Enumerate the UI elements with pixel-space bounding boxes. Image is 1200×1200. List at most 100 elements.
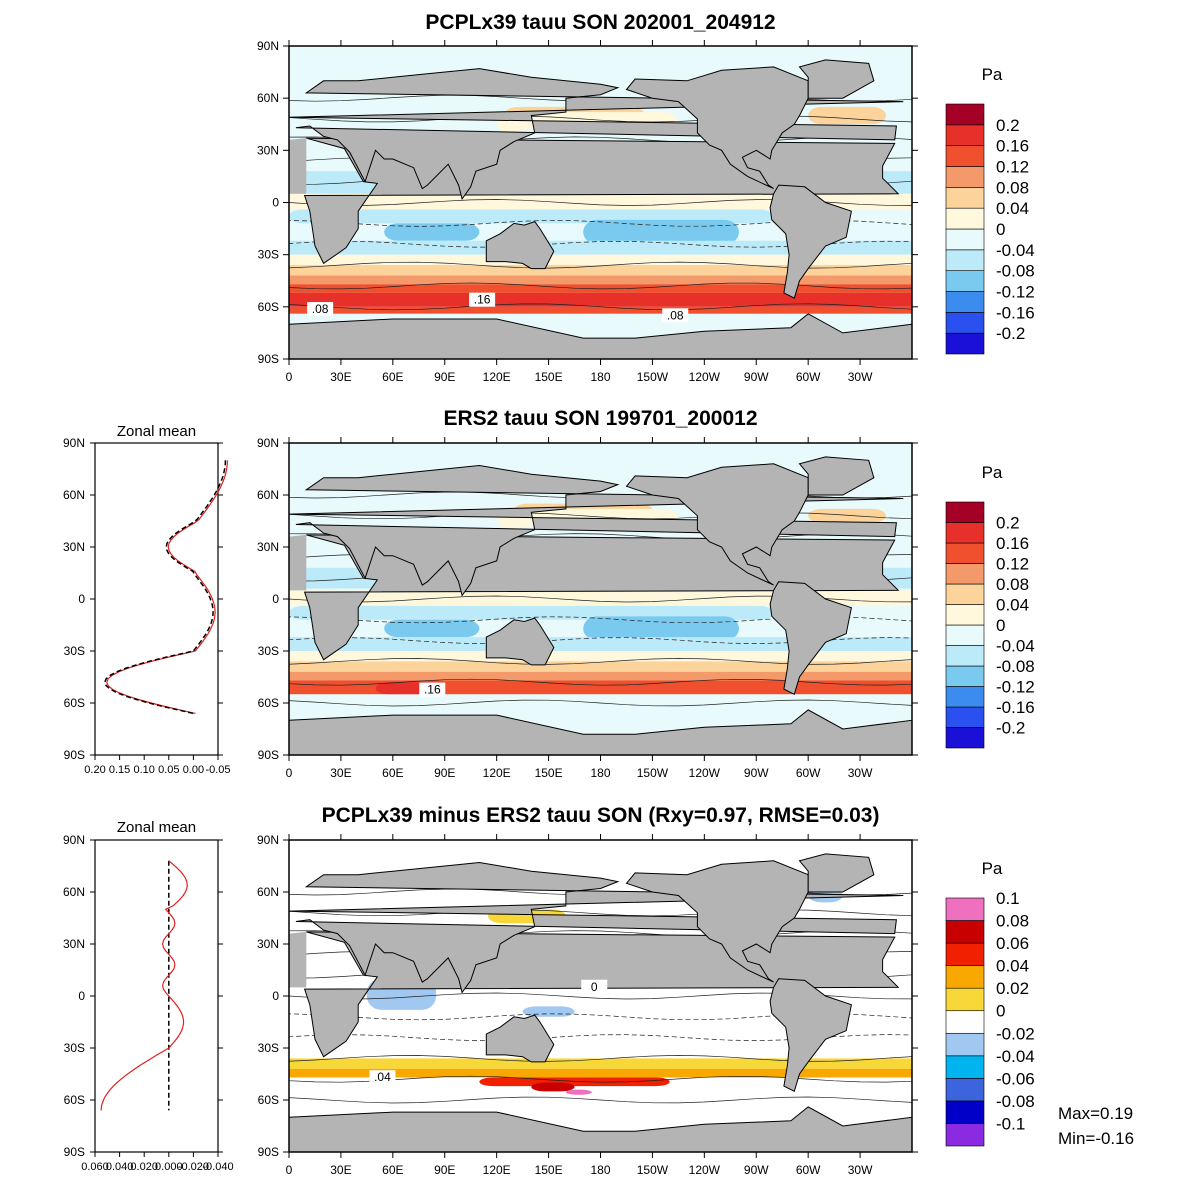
- lon-tick-label: 60E: [382, 766, 403, 780]
- colorbar-label: 0: [996, 616, 1005, 635]
- contour-label: .16: [424, 683, 441, 697]
- panel-title: PCPLx39 tauu SON 202001_204912: [425, 11, 775, 34]
- lon-tick-label: 30E: [330, 1163, 351, 1177]
- colorbar-label: -0.04: [996, 241, 1035, 260]
- contour-label: 0: [591, 980, 598, 994]
- lon-tick-label: 90W: [744, 766, 769, 780]
- colorbar-label: -0.04: [996, 637, 1035, 656]
- lon-tick-label: 30E: [330, 370, 351, 384]
- lon-tick-label: 120W: [689, 1163, 721, 1177]
- colorbar-label: -0.08: [996, 262, 1035, 281]
- lat-tick-label: 60S: [258, 1093, 279, 1107]
- greenland-landmass: [798, 59, 875, 99]
- lon-tick-label: 150W: [637, 370, 669, 384]
- zonal-lat-label: 60N: [63, 885, 85, 899]
- colorbar-label: 0.12: [996, 158, 1029, 177]
- field-band: [289, 275, 912, 285]
- zonal-x-label: 0.040: [106, 1161, 134, 1173]
- contour-label: .08: [667, 308, 684, 322]
- colorbar-swatch: [945, 249, 985, 271]
- colorbar: -0.2 -0.16-0.12 -0.08 -0.04 0 0.04 0.080.12 0.1…: [945, 65, 1035, 355]
- lon-tick-label: 30W: [848, 766, 873, 780]
- field-band: [289, 306, 912, 314]
- colorbar-swatch: [945, 920, 985, 944]
- sAmerica-landmass: [769, 184, 852, 299]
- colorbar-swatch: [945, 987, 985, 1012]
- contour-label-box: [662, 308, 689, 323]
- contour-label-box: [469, 292, 496, 307]
- contour-label: .16: [474, 293, 491, 307]
- field-band: [289, 637, 912, 651]
- zonal-x-label: 0.000: [155, 1161, 183, 1173]
- lon-tick-label: 180: [590, 766, 610, 780]
- contour-line: [288, 115, 913, 123]
- field-band: [808, 106, 887, 125]
- colorbar-swatch: [945, 1078, 985, 1102]
- map-panel-3: PCPLx39 minus ERS2 tauu SON (Rxy=0.97, R…: [257, 804, 1035, 1177]
- colorbar-swatch: [945, 166, 985, 188]
- lon-tick-label: 60W: [796, 370, 821, 384]
- sAmerica-landmass: [769, 581, 852, 696]
- colorbar-swatch: [945, 1055, 985, 1079]
- colorbar-label: 0.2: [996, 116, 1020, 135]
- colorbar-swatch: [945, 332, 985, 355]
- zonal-x-label: -0.05: [205, 764, 230, 776]
- field-band: [583, 616, 739, 641]
- colorbar-label: 0.02: [996, 979, 1029, 998]
- zonal-lat-label: 30S: [64, 644, 85, 658]
- colorbar-label: -0.16: [996, 698, 1035, 717]
- colorbar-swatch: [945, 1100, 985, 1124]
- field-band: [289, 651, 912, 662]
- lon-tick-label: 60W: [796, 1163, 821, 1177]
- field-band: [289, 254, 912, 266]
- lat-tick-label: 0: [272, 989, 279, 1003]
- colorbar-label: -0.04: [996, 1047, 1035, 1066]
- colorbar-label: 0.16: [996, 137, 1029, 156]
- field-band: [289, 265, 912, 276]
- zonal-lat-label: 60N: [63, 488, 85, 502]
- unit-label: Pa: [982, 859, 1003, 878]
- lon-tick-label: 60E: [382, 370, 403, 384]
- africa-west-landmass: [289, 931, 307, 988]
- contour-line: [288, 512, 913, 520]
- lon-tick-label: 150W: [637, 1163, 669, 1177]
- lat-tick-label: 30S: [258, 644, 279, 658]
- colorbar-swatch: [945, 270, 985, 292]
- lon-tick-label: 120E: [483, 766, 511, 780]
- australia-landmass: [485, 617, 555, 666]
- field-band: [289, 661, 912, 672]
- colorbar-swatch: [945, 1010, 985, 1034]
- zonal-lat-label: 0: [78, 989, 85, 1003]
- lat-tick-label: 30S: [258, 248, 279, 262]
- zonal-lat-label: 90N: [63, 833, 85, 847]
- field-band: [479, 1077, 670, 1087]
- lat-tick-label: 60S: [258, 696, 279, 710]
- zonal-x-label: 0.10: [133, 764, 154, 776]
- lon-tick-label: 180: [590, 1163, 610, 1177]
- colorbar-label: -0.02: [996, 1024, 1035, 1043]
- colorbar-label: 0.08: [996, 912, 1029, 931]
- zonal-title: Zonal mean: [117, 819, 196, 836]
- field-band: [289, 590, 912, 606]
- field-band: [522, 1006, 575, 1017]
- colorbar-swatch: [945, 686, 985, 708]
- unit-label: Pa: [982, 463, 1003, 482]
- zonal-lat-label: 30N: [63, 540, 85, 554]
- lat-tick-label: 90N: [257, 39, 279, 53]
- zonal-x-label: 0.060: [81, 1161, 109, 1173]
- field-band: [583, 219, 739, 245]
- lat-tick-label: 30N: [257, 143, 279, 157]
- colorbar-label: -0.2: [996, 324, 1025, 343]
- colorbar-swatch: [945, 145, 985, 167]
- contour-label-box: [307, 302, 334, 317]
- colorbar-label: 0.16: [996, 534, 1029, 553]
- zonal-frame: [94, 839, 219, 1153]
- africa-west-landmass: [289, 534, 307, 591]
- colorbar-swatch: [945, 563, 985, 585]
- field-band: [289, 292, 912, 307]
- colorbar-label: 0.08: [996, 178, 1029, 197]
- colorbar-label: 0.12: [996, 555, 1029, 574]
- field-band: [289, 1058, 912, 1069]
- zonal-x-label: 0.00: [183, 764, 204, 776]
- greenland-landmass: [798, 456, 875, 496]
